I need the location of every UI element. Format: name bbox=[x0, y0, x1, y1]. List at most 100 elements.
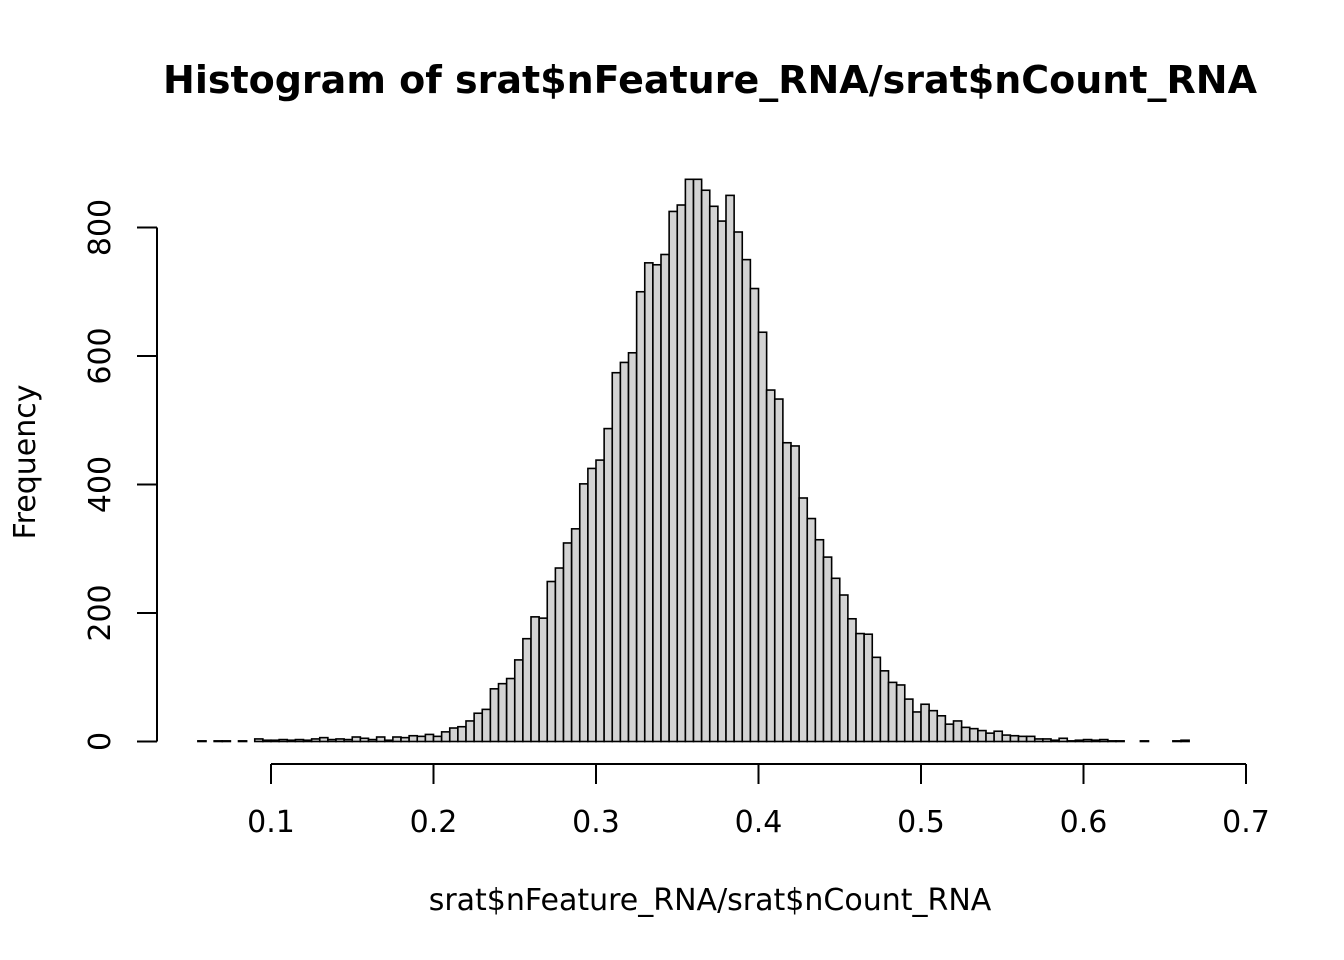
histogram-bar bbox=[318, 736, 329, 743]
histogram-bar bbox=[708, 205, 719, 743]
histogram-bar bbox=[643, 262, 654, 743]
histogram-bar bbox=[1009, 734, 1020, 743]
histogram-bar bbox=[294, 738, 305, 743]
histogram-bar bbox=[1180, 739, 1190, 743]
histogram-bar bbox=[392, 736, 402, 743]
histogram-bar bbox=[513, 659, 524, 743]
histogram-bar bbox=[652, 263, 662, 743]
histogram-bar bbox=[920, 703, 930, 743]
histogram-bar bbox=[351, 736, 362, 743]
histogram-bar bbox=[253, 738, 264, 743]
y-tick-label: 800 bbox=[83, 199, 118, 256]
histogram-bar bbox=[660, 253, 670, 743]
histogram-bar bbox=[1066, 740, 1077, 743]
x-axis: 0.1 0.2 0.3 0.4 0.5 0.6 0.7 bbox=[247, 763, 1270, 840]
histogram-bar bbox=[595, 459, 605, 743]
histogram-bar bbox=[497, 682, 508, 743]
histogram-bar bbox=[400, 736, 410, 743]
histogram-bar bbox=[903, 698, 914, 743]
histogram-bar bbox=[1172, 740, 1182, 743]
y-tick-label: 400 bbox=[83, 456, 118, 513]
histogram-bar bbox=[343, 738, 354, 743]
histogram-bar bbox=[733, 231, 744, 743]
histogram-bar bbox=[782, 441, 792, 743]
histogram-bar bbox=[749, 287, 760, 743]
histogram-bar bbox=[302, 739, 313, 743]
histogram-bar bbox=[838, 594, 849, 743]
histogram-bar bbox=[847, 617, 857, 743]
y-tick-label: 600 bbox=[83, 327, 118, 384]
histogram-bar bbox=[676, 204, 687, 743]
histogram-bars bbox=[197, 178, 1190, 743]
y-axis: 0 200 400 600 800 bbox=[83, 199, 158, 751]
histogram-bar bbox=[952, 720, 963, 743]
histogram-bar bbox=[968, 727, 979, 743]
histogram-bar bbox=[700, 189, 711, 743]
histogram-bar bbox=[627, 351, 638, 743]
histogram-bar bbox=[1074, 739, 1085, 743]
histogram-bar bbox=[416, 735, 427, 743]
histogram-bar bbox=[1025, 735, 1036, 743]
histogram-bar bbox=[790, 445, 800, 743]
histogram-bar bbox=[489, 688, 500, 743]
y-axis-label: Frequency bbox=[8, 385, 43, 540]
histogram-bar bbox=[448, 727, 459, 743]
histogram-bar bbox=[619, 361, 630, 743]
histogram-bar bbox=[505, 677, 516, 743]
histogram-bar bbox=[668, 210, 679, 743]
histogram-bar bbox=[440, 731, 451, 743]
x-axis-label: srat$nFeature_RNA/srat$nCount_RNA bbox=[429, 883, 992, 918]
histogram-bar bbox=[1090, 739, 1101, 743]
histogram-bar bbox=[773, 398, 784, 743]
histogram-bar bbox=[765, 389, 776, 743]
histogram-bar bbox=[270, 739, 280, 743]
histogram-bar bbox=[530, 616, 540, 743]
histogram-bar bbox=[1058, 737, 1069, 743]
histogram-bar bbox=[473, 712, 484, 743]
histogram-bar bbox=[262, 739, 272, 743]
histogram-bar bbox=[855, 632, 865, 743]
histogram-bar bbox=[814, 538, 825, 743]
histogram-bar bbox=[278, 738, 289, 743]
histogram-bar bbox=[993, 730, 1004, 743]
histogram-bar bbox=[327, 738, 337, 743]
x-tick-label: 0.6 bbox=[1060, 805, 1108, 840]
chart-title: Histogram of srat$nFeature_RNA/srat$nCou… bbox=[163, 58, 1258, 102]
histogram-bar bbox=[741, 258, 752, 743]
histogram-bar bbox=[197, 740, 207, 743]
histogram-bar bbox=[522, 637, 532, 743]
x-tick-label: 0.4 bbox=[735, 805, 783, 840]
histogram-bar bbox=[359, 737, 370, 743]
y-tick-label: 200 bbox=[83, 584, 118, 641]
histogram-bar bbox=[692, 178, 703, 743]
histogram-bar bbox=[457, 725, 467, 743]
histogram-bar bbox=[1107, 740, 1117, 743]
histogram-bar bbox=[960, 726, 971, 743]
histogram-bar bbox=[798, 497, 809, 743]
histogram-bar bbox=[1050, 739, 1060, 743]
histogram-bar bbox=[936, 714, 947, 743]
histogram-bar bbox=[538, 617, 549, 743]
histogram-bar bbox=[806, 517, 817, 743]
histogram-bar bbox=[611, 371, 622, 743]
histogram-bar bbox=[578, 483, 589, 743]
histogram-bar bbox=[757, 331, 768, 743]
histogram-bar bbox=[237, 740, 248, 743]
histogram-bar bbox=[408, 734, 419, 743]
histogram-bar bbox=[684, 178, 695, 743]
histogram-bar bbox=[1098, 738, 1109, 743]
histogram-bar bbox=[383, 739, 394, 743]
histogram-bar bbox=[562, 542, 573, 743]
histogram-bar bbox=[725, 194, 735, 743]
histogram-bar bbox=[1139, 740, 1150, 743]
histogram-bar bbox=[481, 708, 492, 743]
histogram-bar bbox=[635, 290, 646, 743]
histogram-bar bbox=[977, 729, 987, 743]
x-tick-label: 0.7 bbox=[1222, 805, 1270, 840]
histogram-bar bbox=[830, 577, 841, 743]
histogram-bar bbox=[944, 723, 955, 743]
y-tick-label: 0 bbox=[83, 732, 118, 751]
histogram-bar bbox=[213, 740, 224, 743]
histogram-bar bbox=[1115, 740, 1125, 743]
